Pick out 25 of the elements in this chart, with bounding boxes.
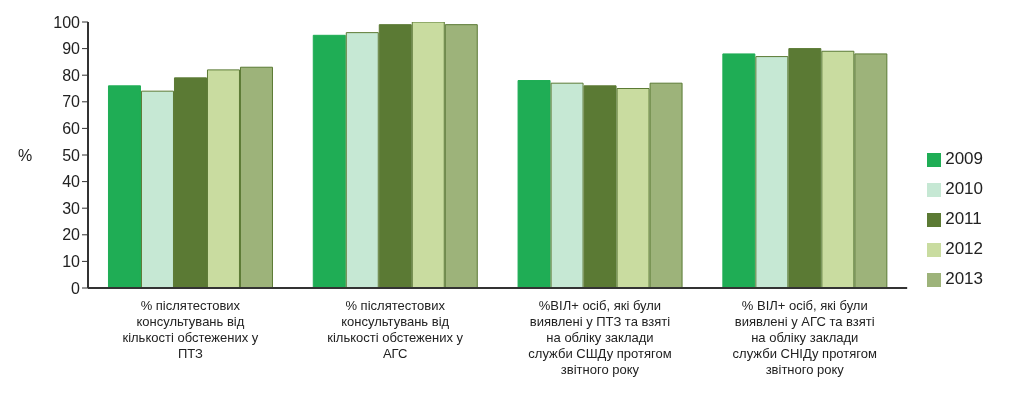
x-tick-label: % післятестових консультувань від кількості обстежених у ПТЗ (122, 298, 259, 361)
y-tick-label: 90 (62, 40, 81, 58)
y-tick-label: 80 (62, 66, 81, 84)
y-tick-label: 70 (62, 93, 81, 111)
legend-label: 2010 (945, 179, 983, 198)
legend-label: 2009 (945, 149, 983, 168)
y-tick-label: 40 (62, 173, 81, 191)
bar (722, 53, 756, 288)
x-tick-label: % ВІЛ+ осіб, які були виявлені у АГС та взяті на обліку заклади служби СНІДу протягом звітного року (732, 298, 877, 377)
bar (107, 85, 141, 288)
y-tick-label: 0 (71, 279, 81, 297)
x-tick-label: % післятестових консультувань від кількості обстежених у АГС (327, 298, 464, 361)
y-tick-label: 50 (62, 146, 81, 164)
legend-label: 2013 (945, 269, 983, 288)
y-tick-label: 60 (62, 120, 81, 138)
y-tick-label: 20 (62, 226, 81, 244)
y-tick-label: 30 (62, 199, 81, 217)
y-axis-title: % (18, 146, 33, 164)
bar (312, 34, 346, 288)
x-tick-label: %ВІЛ+ осіб, які були виявлені у ПТЗ та взяті на обліку заклади служби СШДу протягом звітного року (528, 298, 672, 377)
y-tick-label: 100 (53, 13, 81, 31)
y-tick-label: 10 (62, 253, 81, 271)
bar (517, 80, 551, 288)
legend-label: 2012 (945, 239, 983, 258)
legend-label: 2011 (945, 209, 982, 228)
